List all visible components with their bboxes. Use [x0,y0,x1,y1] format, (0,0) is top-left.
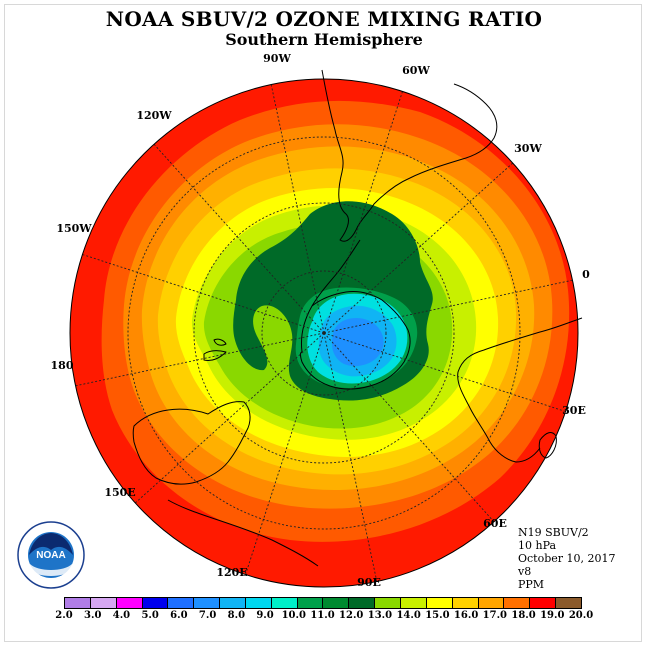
colorbar-tick-label: 10.0 [281,610,306,621]
colorbar-swatch [194,598,221,608]
info-block: N19 SBUV/2 10 hPa October 10, 2017 v8 PP… [518,526,616,591]
logo-text: NOAA [36,550,65,561]
colorbar-swatch [349,598,376,608]
colorbar-tick-label: 16.0 [453,610,479,621]
indonesia-coast [167,499,319,567]
colorbar-swatch [478,598,505,608]
colorbar-swatch [452,598,479,608]
contour-east-edge-blob [569,316,578,357]
info-units: PPM [518,578,545,591]
colorbar-tick-label: 3.0 [84,610,102,621]
lon-label-120w: 120W [136,109,172,122]
africa-coast [457,317,583,463]
latitude-circle-outer [127,136,521,530]
colorbar-swatch [90,598,117,608]
lon-label-90w: 90W [263,52,291,65]
info-date: October 10, 2017 [518,552,616,565]
lon-label-180: 180 [51,359,74,372]
noaa-logo: NOAA [17,521,85,589]
lon-label-30e: 30E [562,404,586,417]
lon-label-150e: 150E [104,486,135,499]
lon-label-60w: 60W [402,64,430,77]
image-frame [4,4,642,642]
colorbar-swatch [530,598,557,608]
info-pressure: 10 hPa [518,539,557,552]
latitude-circle-middle [193,202,455,464]
colorbar-tick-label: 6.0 [170,610,188,621]
south-america-coast [321,69,498,242]
polar-ozone-map: 90W 60W 30W 0 30E 60E 90E 120E 150E 180 … [51,52,591,589]
colorbar-tick-label: 7.0 [198,610,217,621]
colorbar-swatch [504,598,531,608]
colorbar-tick-label: 8.0 [227,610,246,621]
colorbar-swatch [168,598,195,608]
latitude-circle-inner [261,270,387,396]
colorbar-tick-label: 12.0 [339,610,364,621]
lon-label-120e: 120E [216,566,247,579]
colorbar-swatch [116,598,143,608]
antarctica-coast [300,291,411,390]
colorbar-tick-label: 15.0 [425,610,450,621]
info-version: v8 [518,565,532,578]
colorbar-swatch [271,598,298,608]
colorbar-swatch [65,598,91,608]
colorbar-tick-label: 20.0 [568,610,594,621]
colorbar-swatch [220,598,246,608]
colorbar-swatch [400,598,427,608]
info-satellite: N19 SBUV/2 [518,526,589,539]
colorbar-swatch [245,598,272,608]
colorbar [64,597,582,609]
colorbar-swatch [142,598,169,608]
australia-coast [132,401,251,485]
map-title: NOAA SBUV/2 OZONE MIXING RATIO [105,7,543,31]
map-subtitle: Southern Hemisphere [225,30,423,49]
colorbar-tick-label: 13.0 [367,610,393,621]
logo-bird-shape [29,533,73,555]
lon-label-60e: 60E [483,517,507,530]
lon-label-0: 0 [582,268,590,281]
colorbar-tick-label: 18.0 [511,610,536,621]
colorbar-swatch [323,598,350,608]
colorbar-tick-label: 2.0 [55,610,73,621]
lon-label-90e: 90E [357,576,381,589]
colorbar-tick-label: 9.0 [256,610,274,621]
map-boundary [69,78,579,588]
colorbar-tick-label: 19.0 [540,610,565,621]
lon-label-30w: 30W [514,142,542,155]
ozone-field [70,79,578,587]
longitude-labels: 90W 60W 30W 0 30E 60E 90E 120E 150E 180 … [51,52,591,589]
graticule [75,84,573,582]
colorbar-tick-label: 11.0 [310,610,335,621]
contour-blue [332,318,384,367]
madagascar-coast [538,432,557,459]
colorbar-swatch [375,598,401,608]
colorbar-tick-label: 14.0 [396,610,421,621]
colorbar-tick-label: 5.0 [141,610,159,621]
lon-label-150w: 150W [56,222,92,235]
colorbar-swatch [426,598,453,608]
colorbar-swatch [556,598,581,608]
colorbar-tick-label: 17.0 [482,610,508,621]
colorbar-tick-label: 4.0 [112,610,131,621]
colorbar-swatch [297,598,324,608]
logo-wave [30,564,72,576]
new-zealand-coast [203,338,227,361]
